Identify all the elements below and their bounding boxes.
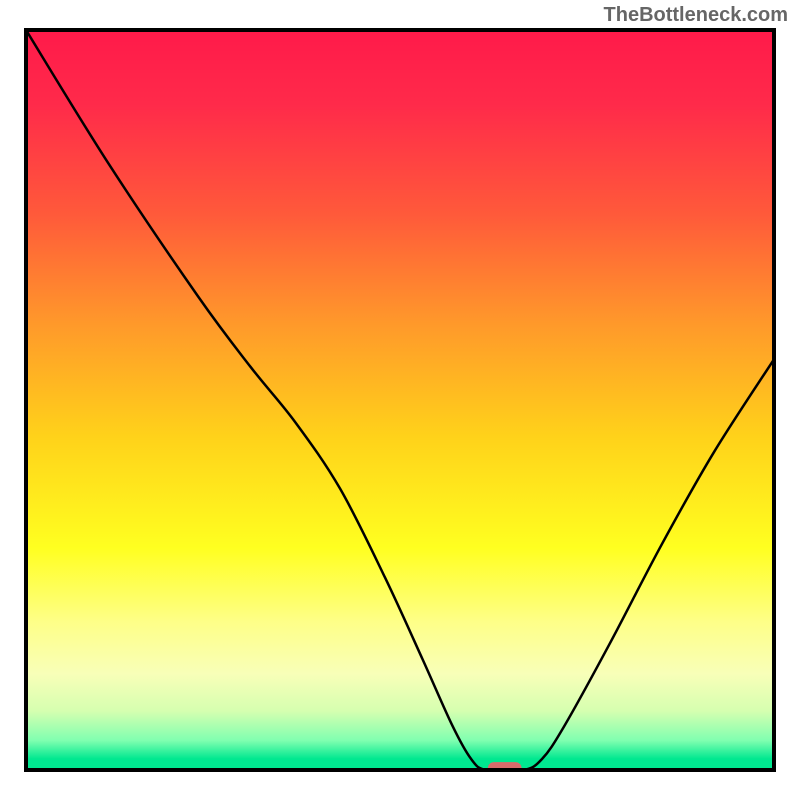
chart-svg xyxy=(0,0,800,800)
bottleneck-chart xyxy=(0,0,800,800)
watermark-text: TheBottleneck.com xyxy=(604,4,788,27)
gradient-background xyxy=(26,30,774,770)
